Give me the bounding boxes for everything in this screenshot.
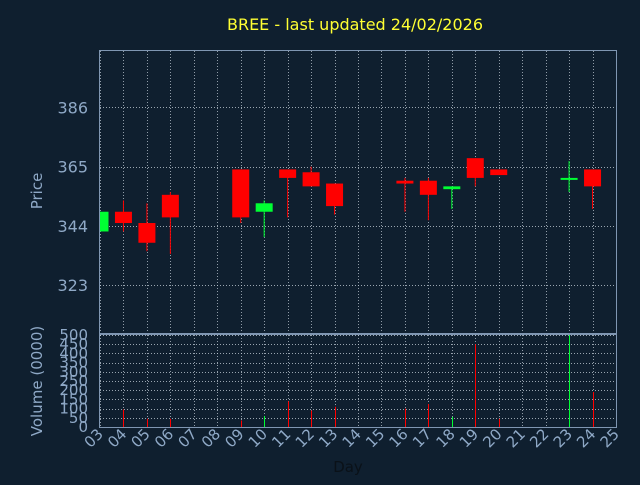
- x-tick-label: 24: [573, 425, 599, 451]
- x-tick-label: 23: [550, 425, 576, 451]
- volume-tick-label: 250: [59, 372, 88, 390]
- x-tick-label: 22: [526, 425, 552, 451]
- candle-body: [584, 169, 602, 187]
- volume-tick-label: 50: [69, 409, 88, 427]
- x-tick-label: 13: [315, 425, 341, 451]
- x-tick-labels: 0304050607080910111213141516171819202122…: [81, 425, 623, 451]
- candle-body: [443, 186, 461, 190]
- candle-body: [490, 169, 508, 176]
- candle-body: [419, 180, 437, 195]
- volume-tick-label: 350: [59, 354, 88, 372]
- volume-tick-label: 0: [78, 418, 88, 436]
- x-axis-label: Day: [333, 458, 363, 476]
- x-tick-label: 17: [409, 425, 435, 451]
- volume-axis-label: Volume (0000): [28, 326, 46, 436]
- volume-tick-label: 150: [59, 390, 88, 408]
- candles: [99, 158, 602, 255]
- price-tick-labels: 323 344 365 386: [57, 98, 88, 295]
- volume-tick-label: 500: [59, 326, 88, 344]
- x-tick-label: 25: [597, 425, 623, 451]
- x-tick-label: 07: [174, 425, 200, 451]
- x-tick-label: 20: [479, 425, 505, 451]
- x-tick-label: 08: [198, 425, 224, 451]
- x-tick-label: 11: [268, 425, 294, 451]
- x-tick-label: 09: [221, 425, 247, 451]
- volume-tick-label: 450: [59, 335, 88, 353]
- price-tick-label: 365: [57, 158, 88, 177]
- x-tick-label: 12: [292, 425, 318, 451]
- x-tick-label: 21: [503, 425, 529, 451]
- x-tick-label: 10: [245, 425, 271, 451]
- candle-body: [114, 211, 132, 224]
- volume-tick-label: 200: [59, 381, 88, 399]
- candle-body: [100, 211, 109, 232]
- x-tick-label: 19: [456, 425, 482, 451]
- volume-tick-label: 400: [59, 344, 88, 362]
- price-panel-border: [99, 50, 617, 334]
- x-tick-label: 18: [432, 425, 458, 451]
- candle-body: [279, 169, 297, 178]
- volume-tick-label: 100: [59, 400, 88, 418]
- candle-body: [138, 223, 156, 243]
- candle-body: [326, 183, 344, 207]
- price-grid: [100, 51, 617, 333]
- volume-tick-label: 300: [59, 363, 88, 381]
- price-tick-label: 344: [57, 217, 88, 236]
- x-tick-label: 14: [339, 425, 365, 451]
- candle-body: [161, 194, 179, 218]
- volume-grid: [100, 335, 617, 428]
- volume-panel-border: [99, 334, 617, 428]
- candle-body: [396, 180, 414, 184]
- x-tick-label: 04: [104, 425, 130, 451]
- candle-body: [560, 177, 578, 180]
- x-tick-label: 05: [128, 425, 154, 451]
- volume-bars: [123, 335, 594, 427]
- x-tick-label: 15: [362, 425, 388, 451]
- chart-title: BREE - last updated 24/02/2026: [227, 15, 483, 34]
- x-tick-label: 16: [386, 425, 412, 451]
- candle-body: [466, 158, 484, 178]
- x-tick-label: 06: [151, 425, 177, 451]
- candle-body: [232, 169, 250, 218]
- candle-body: [255, 203, 273, 212]
- price-tick-label: 323: [57, 276, 88, 295]
- candle-body: [302, 172, 320, 187]
- price-axis-label: Price: [28, 173, 46, 210]
- price-tick-label: 386: [57, 98, 88, 117]
